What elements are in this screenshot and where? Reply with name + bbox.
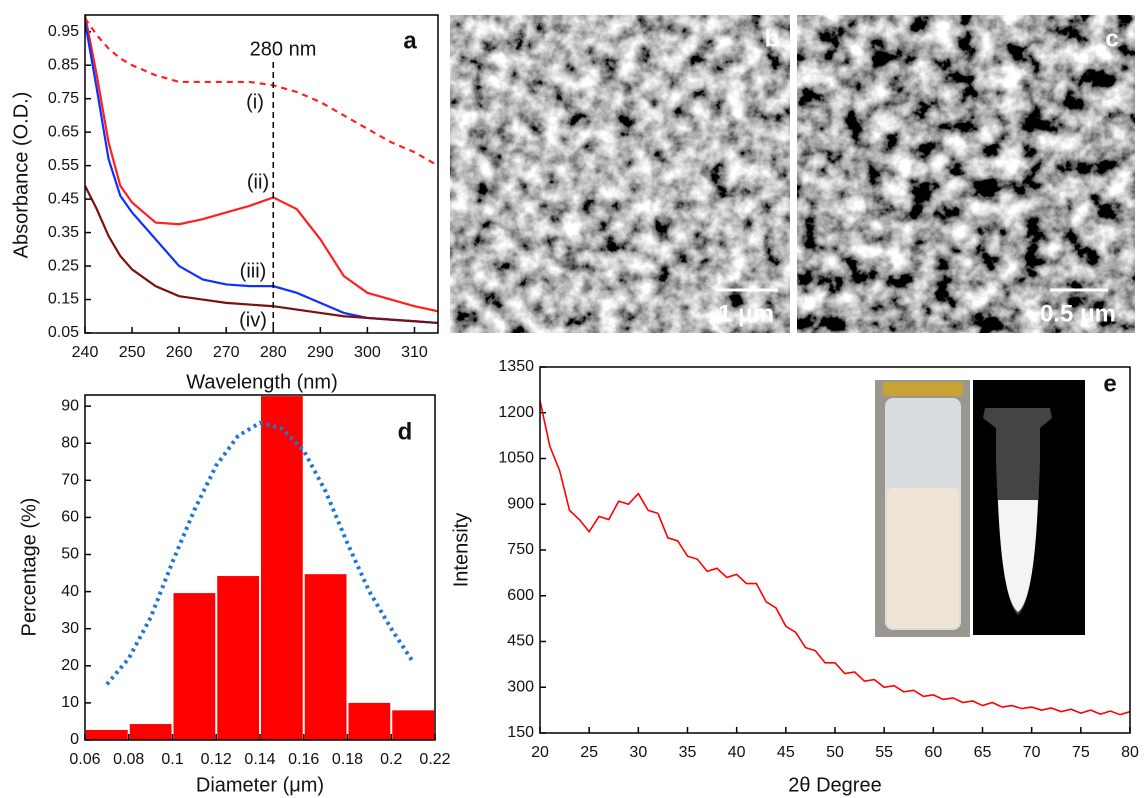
x-tick-label: 55 [875, 744, 893, 761]
x-tick-label: 25 [580, 744, 598, 761]
y-tick-label: 0.05 [48, 324, 79, 341]
x-tick-label: 310 [401, 344, 428, 361]
x-tick-label: 35 [679, 744, 697, 761]
y-tick-label: 10 [61, 694, 79, 711]
x-tick-label: 0.22 [419, 751, 450, 768]
y-tick-label: 50 [61, 546, 79, 563]
y-tick-label: 0.25 [48, 257, 79, 274]
y-tick-label: 0.65 [48, 123, 79, 140]
y-tick-label: 90 [61, 397, 79, 414]
x-axis-title: Wavelength (nm) [186, 371, 338, 393]
x-tick-label: 50 [826, 744, 844, 761]
sem-image-b: 1 μm b [450, 15, 790, 333]
x-tick-label: 280 [260, 344, 287, 361]
series-label: (iv) [239, 309, 267, 331]
x-tick-label: 270 [213, 344, 240, 361]
bar [174, 593, 216, 740]
x-tick-label: 0.18 [332, 751, 363, 768]
y-tick-label: 600 [507, 587, 534, 604]
figure: 1 μm b 0.5 μm c 0.05 0.15 0.25 0.35 0.45 0.55… [0, 0, 1148, 798]
panel-label: b [765, 25, 780, 52]
y-tick-label: 0.45 [48, 190, 79, 207]
x-tick-label: 40 [728, 744, 746, 761]
x-tick-label: 0.08 [113, 751, 144, 768]
y-tick-label: 750 [507, 541, 534, 558]
x-tick-label: 0.12 [201, 751, 232, 768]
x-tick-label: 60 [924, 744, 942, 761]
x-tick-label: 70 [1023, 744, 1041, 761]
vial-cap [883, 382, 963, 396]
y-tick-label: 0.75 [48, 90, 79, 107]
x-tick-label: 45 [777, 744, 795, 761]
vial-liquid [887, 488, 959, 628]
x-tick-label: 290 [307, 344, 334, 361]
bar [305, 574, 347, 740]
x-tick-label: 260 [166, 344, 193, 361]
y-axis-title: Intensity [450, 513, 472, 587]
bar [86, 730, 128, 740]
y-tick-label: 70 [61, 472, 79, 489]
scale-bar-label: 0.5 μm [1040, 300, 1116, 327]
y-tick-label: 0.85 [48, 56, 79, 73]
x-axis-title: 2θ Degree [788, 774, 881, 796]
bar [392, 710, 434, 740]
page: {"chart_data":[ {"type":"line","panel_la… [0, 0, 1148, 798]
panel-label: c [1105, 25, 1118, 52]
y-tick-label: 900 [507, 495, 534, 512]
x-tick-label: 30 [629, 744, 647, 761]
sem-texture [797, 15, 1135, 333]
y-tick-label: 30 [61, 620, 79, 637]
y-tick-label: 0.55 [48, 157, 79, 174]
y-tick-label: 80 [61, 434, 79, 451]
x-tick-label: 0.2 [380, 751, 402, 768]
y-tick-label: 1200 [498, 404, 534, 421]
panel-label: d [398, 418, 413, 445]
y-tick-label: 150 [507, 724, 534, 741]
scale-bar-label: 1 μm [718, 300, 774, 327]
x-tick-label: 0.1 [161, 751, 183, 768]
y-axis-title: Absorbance (O.D.) [10, 92, 32, 259]
x-tick-label: 0.16 [288, 751, 319, 768]
y-tick-label: 0 [70, 731, 79, 748]
y-tick-label: 0.95 [48, 23, 79, 40]
x-tick-label: 65 [974, 744, 992, 761]
panel-label: a [403, 27, 417, 54]
x-tick-label: 75 [1072, 744, 1090, 761]
y-tick-label: 0.35 [48, 224, 79, 241]
bar [130, 724, 172, 740]
y-tick-label: 450 [507, 633, 534, 650]
y-tick-label: 1050 [498, 450, 534, 467]
y-tick-label: 300 [507, 678, 534, 695]
x-tick-label: 240 [72, 344, 99, 361]
bar [261, 396, 303, 740]
x-axis-title: Diameter (μm) [196, 774, 324, 796]
y-axis-title: Percentage (%) [18, 498, 40, 637]
x-tick-label: 250 [119, 344, 146, 361]
sem-texture [450, 15, 790, 333]
y-tick-label: 60 [61, 509, 79, 526]
y-tick-label: 1350 [498, 358, 534, 375]
x-tick-label: 300 [354, 344, 381, 361]
bar [349, 703, 391, 740]
x-tick-label: 20 [531, 744, 549, 761]
series-label: (iii) [240, 260, 267, 282]
x-tick-label: 0.14 [244, 751, 275, 768]
x-tick-label: 0.06 [69, 751, 100, 768]
plot-frame [85, 395, 435, 740]
series-label: (i) [246, 91, 264, 113]
series-label: (ii) [247, 171, 269, 193]
x-tick-label: 80 [1121, 744, 1139, 761]
panel-label: e [1103, 370, 1116, 397]
y-tick-label: 40 [61, 583, 79, 600]
sem-image-c: 0.5 μm c [797, 15, 1135, 333]
fit-curve [107, 423, 413, 685]
annotation: 280 nm [250, 38, 317, 60]
y-tick-label: 20 [61, 657, 79, 674]
inset-photos [875, 380, 1085, 637]
bar [217, 576, 259, 740]
y-tick-label: 0.15 [48, 291, 79, 308]
